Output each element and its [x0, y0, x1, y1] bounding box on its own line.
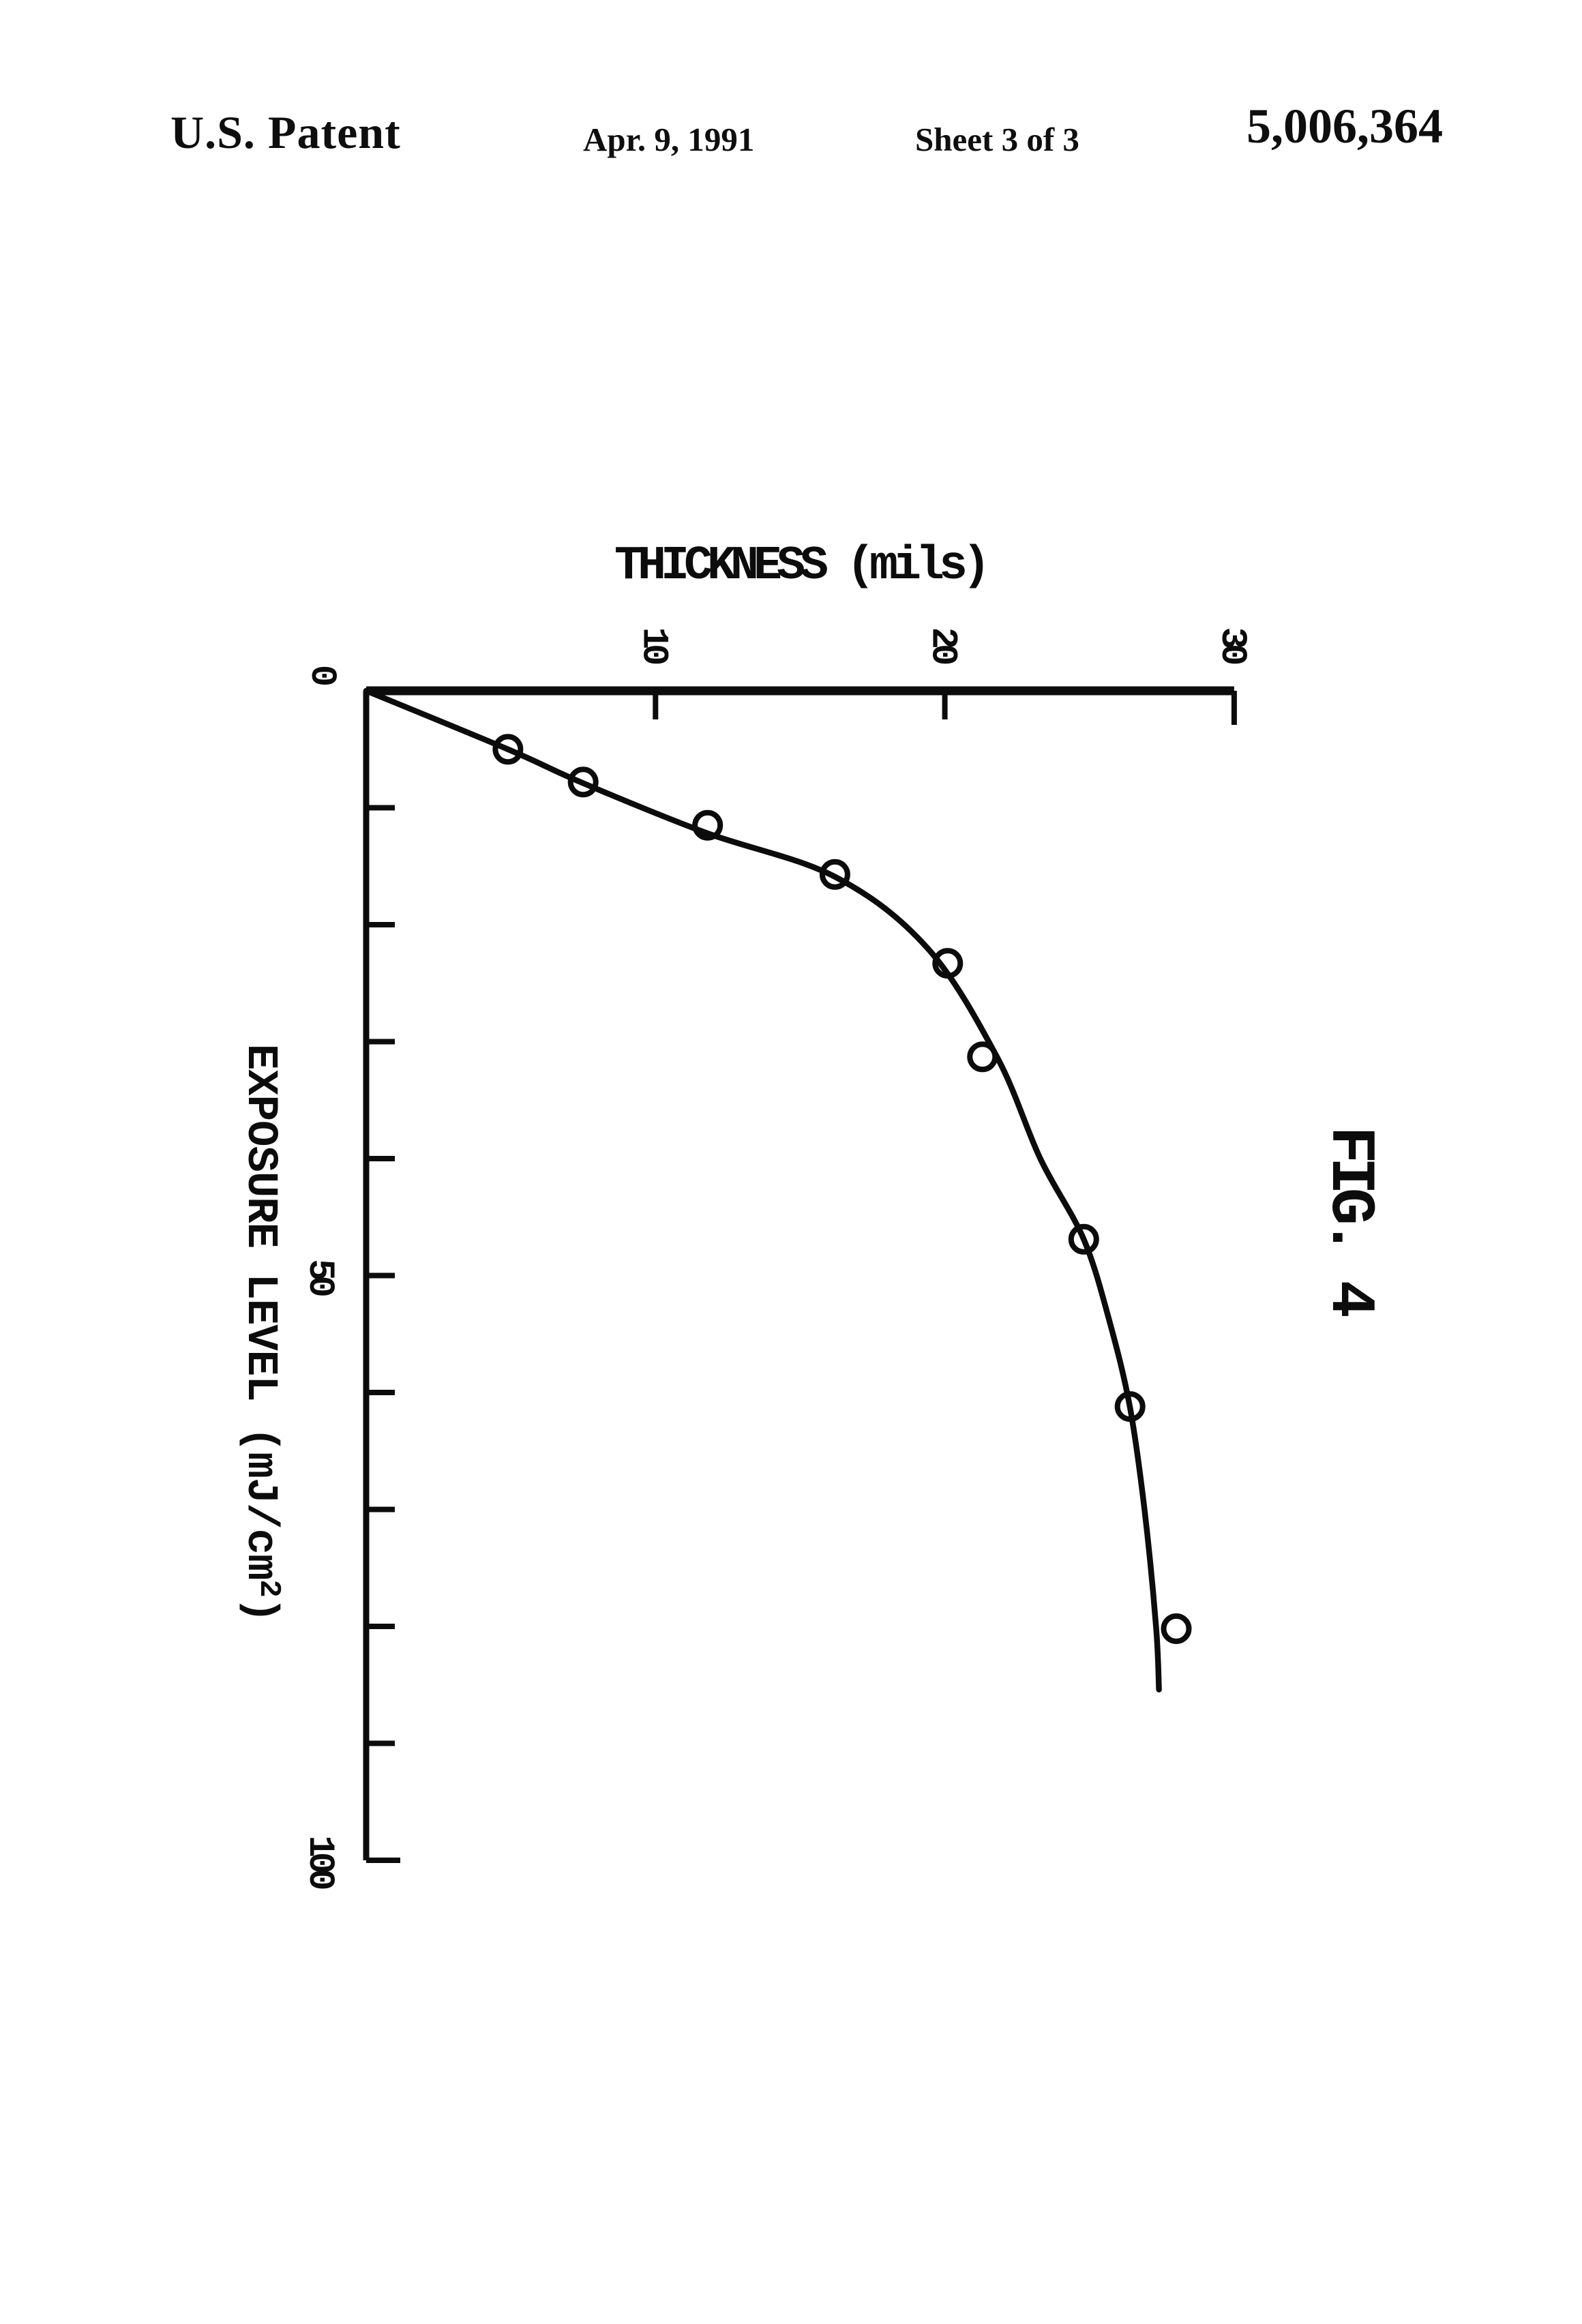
exposure-tick-label: 50 — [299, 1259, 340, 1296]
thickness-tick-label: 10 — [632, 627, 674, 664]
data-point-circle — [1068, 1223, 1099, 1255]
data-point-circle — [567, 766, 599, 798]
chart-title: THICKNESS (mils) — [614, 539, 985, 593]
thickness-tick-label: 30 — [1211, 627, 1253, 664]
exposure-tick-label: 100 — [299, 1835, 340, 1889]
data-point-circle — [932, 948, 964, 979]
origin-tick-label: 0 — [301, 665, 342, 685]
exposure-axis-label: EXPOSURE LEVEL (mJ/cm2) — [235, 1044, 286, 1622]
data-point-circle — [1114, 1391, 1146, 1422]
data-point-circle — [1161, 1613, 1192, 1644]
data-point-circle — [967, 1041, 998, 1073]
data-point-circle — [492, 734, 524, 765]
fit-curve — [363, 687, 1162, 1693]
figure-label: FIG. 4 — [1314, 1126, 1386, 1316]
thickness-tick-label: 20 — [922, 627, 964, 664]
data-point-circle — [692, 809, 723, 841]
patent-date: Apr. 9, 1991 — [583, 121, 755, 158]
patent-number: 5,006,364 — [1247, 99, 1443, 153]
data-point-circle — [819, 859, 850, 890]
sheet-number: Sheet 3 of 3 — [915, 121, 1079, 158]
patent-header-label: U.S. Patent — [170, 106, 401, 158]
